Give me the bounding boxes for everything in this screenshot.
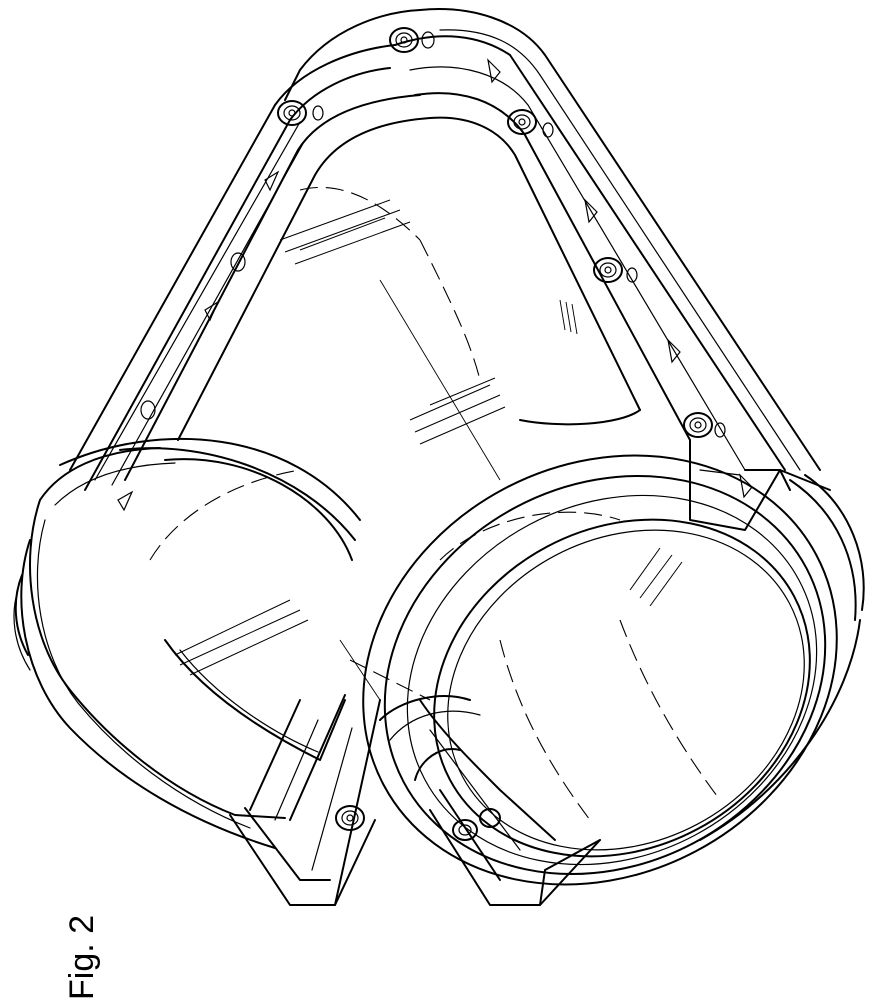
boss-top-center	[390, 28, 434, 52]
right-collar	[287, 374, 869, 966]
boss-bottom-left	[336, 806, 364, 830]
frame-slots	[118, 60, 752, 510]
hole-left-1	[141, 106, 725, 437]
right-frame	[285, 9, 830, 530]
figure-label: Fig. 2	[62, 880, 102, 1000]
left-frame	[60, 45, 430, 905]
boss-right-3	[684, 413, 712, 437]
boss-top-left	[278, 101, 306, 125]
